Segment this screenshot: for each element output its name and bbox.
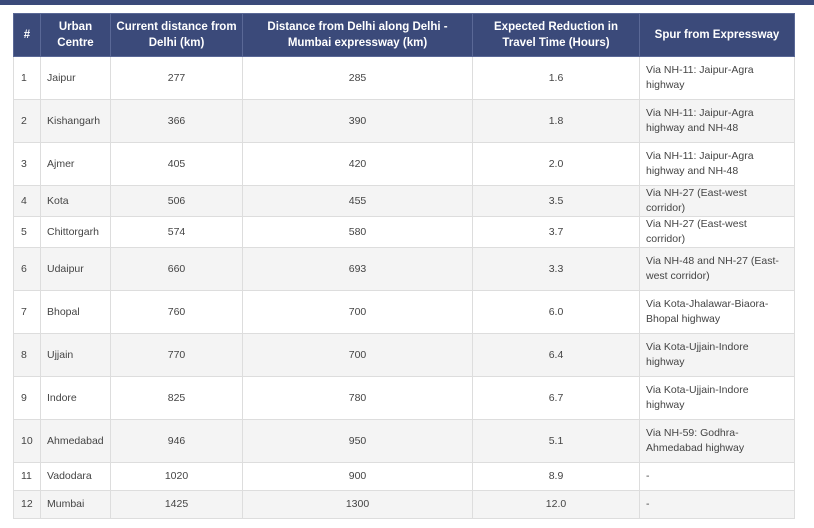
cell-time-reduction: 3.7 (472, 216, 640, 248)
cell-time-reduction: 1.6 (472, 56, 640, 100)
cell-current-distance: 366 (110, 99, 243, 143)
cell-index: 11 (13, 462, 41, 491)
cell-time-reduction: 3.5 (472, 185, 640, 217)
header-row: # Urban Centre Current distance from Del… (13, 13, 795, 57)
header-time-reduction: Expected Reduction in Travel Time (Hours… (472, 13, 640, 57)
cell-expressway-distance: 900 (242, 462, 473, 491)
table-row: 5 Chittorgarh 574 580 3.7 Via NH-27 (Eas… (13, 216, 795, 248)
table-row: 9 Indore 825 780 6.7 Via Kota-Ujjain-Ind… (13, 376, 795, 420)
cell-spur: Via NH-27 (East-west corridor) (639, 185, 795, 217)
cell-spur: - (639, 490, 795, 519)
table-body: 1 Jaipur 277 285 1.6 Via NH-11: Jaipur-A… (13, 56, 795, 519)
table-row: 2 Kishangarh 366 390 1.8 Via NH-11: Jaip… (13, 99, 795, 143)
cell-urban-centre: Ajmer (40, 142, 111, 186)
cell-urban-centre: Bhopal (40, 290, 111, 334)
table-header: # Urban Centre Current distance from Del… (13, 13, 795, 57)
cell-expressway-distance: 580 (242, 216, 473, 248)
cell-time-reduction: 1.8 (472, 99, 640, 143)
cell-index: 2 (13, 99, 41, 143)
cell-spur: Via Kota-Jhalawar-Biaora-Bhopal highway (639, 290, 795, 334)
urban-centres-table: # Urban Centre Current distance from Del… (13, 13, 795, 519)
top-accent-bar (0, 0, 814, 5)
cell-urban-centre: Mumbai (40, 490, 111, 519)
cell-spur: Via NH-11: Jaipur-Agra highway and NH-48 (639, 99, 795, 143)
cell-expressway-distance: 780 (242, 376, 473, 420)
cell-index: 10 (13, 419, 41, 463)
cell-urban-centre: Ujjain (40, 333, 111, 377)
table-row: 8 Ujjain 770 700 6.4 Via Kota-Ujjain-Ind… (13, 333, 795, 377)
cell-expressway-distance: 693 (242, 247, 473, 291)
cell-time-reduction: 12.0 (472, 490, 640, 519)
cell-expressway-distance: 420 (242, 142, 473, 186)
table-row: 6 Udaipur 660 693 3.3 Via NH-48 and NH-2… (13, 247, 795, 291)
table-row: 12 Mumbai 1425 1300 12.0 - (13, 490, 795, 519)
cell-urban-centre: Udaipur (40, 247, 111, 291)
cell-urban-centre: Indore (40, 376, 111, 420)
cell-spur: Via Kota-Ujjain-Indore highway (639, 376, 795, 420)
cell-urban-centre: Chittorgarh (40, 216, 111, 248)
cell-spur: Via NH-11: Jaipur-Agra highway (639, 56, 795, 100)
cell-index: 8 (13, 333, 41, 377)
cell-urban-centre: Kishangarh (40, 99, 111, 143)
cell-expressway-distance: 700 (242, 333, 473, 377)
table-row: 11 Vadodara 1020 900 8.9 - (13, 462, 795, 491)
cell-expressway-distance: 455 (242, 185, 473, 217)
cell-expressway-distance: 390 (242, 99, 473, 143)
cell-urban-centre: Kota (40, 185, 111, 217)
cell-spur: Via NH-27 (East-west corridor) (639, 216, 795, 248)
table-row: 7 Bhopal 760 700 6.0 Via Kota-Jhalawar-B… (13, 290, 795, 334)
cell-current-distance: 277 (110, 56, 243, 100)
cell-urban-centre: Jaipur (40, 56, 111, 100)
cell-index: 1 (13, 56, 41, 100)
cell-time-reduction: 6.7 (472, 376, 640, 420)
cell-expressway-distance: 950 (242, 419, 473, 463)
cell-current-distance: 660 (110, 247, 243, 291)
table-container: # Urban Centre Current distance from Del… (13, 13, 795, 519)
cell-time-reduction: 6.4 (472, 333, 640, 377)
header-index: # (13, 13, 41, 57)
cell-current-distance: 825 (110, 376, 243, 420)
cell-expressway-distance: 700 (242, 290, 473, 334)
header-urban-centre: Urban Centre (40, 13, 111, 57)
cell-index: 12 (13, 490, 41, 519)
cell-index: 5 (13, 216, 41, 248)
cell-expressway-distance: 1300 (242, 490, 473, 519)
cell-spur: Via NH-11: Jaipur-Agra highway and NH-48 (639, 142, 795, 186)
cell-current-distance: 1425 (110, 490, 243, 519)
cell-time-reduction: 6.0 (472, 290, 640, 334)
cell-spur: Via NH-48 and NH-27 (East-west corridor) (639, 247, 795, 291)
cell-urban-centre: Vadodara (40, 462, 111, 491)
cell-index: 9 (13, 376, 41, 420)
cell-index: 3 (13, 142, 41, 186)
header-spur: Spur from Expressway (639, 13, 795, 57)
cell-current-distance: 574 (110, 216, 243, 248)
cell-spur: Via Kota-Ujjain-Indore highway (639, 333, 795, 377)
cell-time-reduction: 8.9 (472, 462, 640, 491)
cell-current-distance: 405 (110, 142, 243, 186)
cell-urban-centre: Ahmedabad (40, 419, 111, 463)
header-expressway-distance: Distance from Delhi along Delhi - Mumbai… (242, 13, 473, 57)
cell-current-distance: 770 (110, 333, 243, 377)
table-row: 1 Jaipur 277 285 1.6 Via NH-11: Jaipur-A… (13, 56, 795, 100)
header-current-distance: Current distance from Delhi (km) (110, 13, 243, 57)
table-row: 10 Ahmedabad 946 950 5.1 Via NH-59: Godh… (13, 419, 795, 463)
table-row: 3 Ajmer 405 420 2.0 Via NH-11: Jaipur-Ag… (13, 142, 795, 186)
cell-time-reduction: 3.3 (472, 247, 640, 291)
cell-index: 6 (13, 247, 41, 291)
cell-current-distance: 946 (110, 419, 243, 463)
cell-current-distance: 506 (110, 185, 243, 217)
cell-spur: Via NH-59: Godhra-Ahmedabad highway (639, 419, 795, 463)
cell-time-reduction: 5.1 (472, 419, 640, 463)
cell-spur: - (639, 462, 795, 491)
cell-time-reduction: 2.0 (472, 142, 640, 186)
table-row: 4 Kota 506 455 3.5 Via NH-27 (East-west … (13, 185, 795, 217)
cell-index: 4 (13, 185, 41, 217)
cell-current-distance: 1020 (110, 462, 243, 491)
cell-index: 7 (13, 290, 41, 334)
cell-expressway-distance: 285 (242, 56, 473, 100)
cell-current-distance: 760 (110, 290, 243, 334)
